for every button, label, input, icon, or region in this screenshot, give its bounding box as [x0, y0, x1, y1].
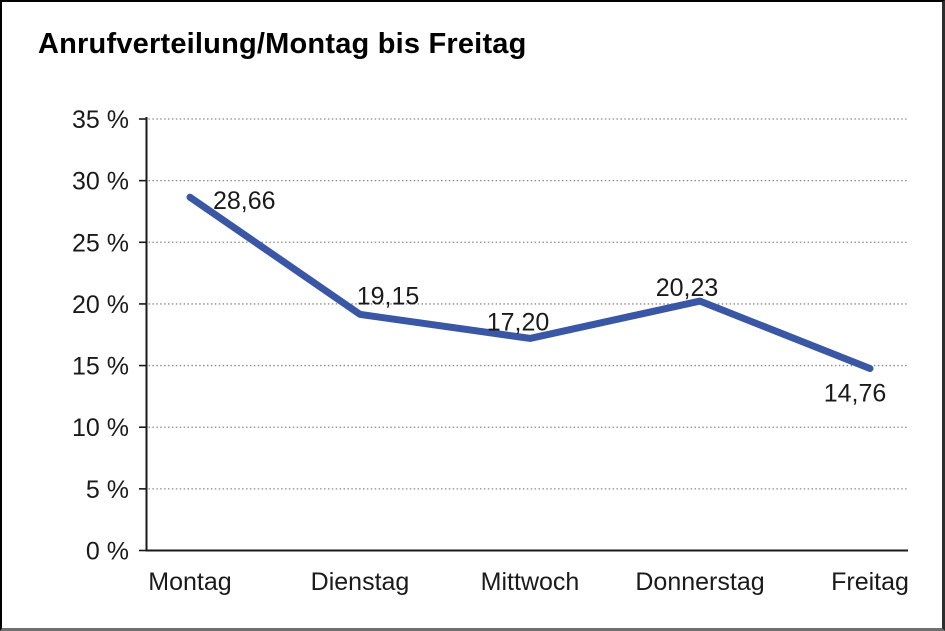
data-line [186, 193, 874, 372]
chart-title: Anrufverteilung/Montag bis Freitag [38, 28, 527, 60]
y-tick-label: 10 % [72, 414, 129, 442]
data-point-label: 28,66 [213, 187, 276, 215]
y-tick-label: 0 % [86, 538, 129, 566]
x-category-label: Dienstag [311, 568, 410, 596]
x-category-label: Mittwoch [481, 568, 580, 596]
y-tick-label: 35 % [72, 106, 129, 134]
y-tick-label: 5 % [86, 476, 129, 504]
y-tick-label: 25 % [72, 229, 129, 257]
data-point-label: 14,76 [824, 380, 887, 408]
x-category-label: Donnerstag [635, 568, 764, 596]
x-category-label: Freitag [831, 568, 909, 596]
y-tick-label: 30 % [72, 168, 129, 196]
data-point-label: 17,20 [487, 308, 550, 336]
y-tick-label: 20 % [72, 291, 129, 319]
data-point-label: 19,15 [357, 282, 420, 310]
data-point-label: 20,23 [656, 274, 719, 302]
x-category-label: Montag [148, 568, 231, 596]
y-tick-label: 15 % [72, 353, 129, 381]
